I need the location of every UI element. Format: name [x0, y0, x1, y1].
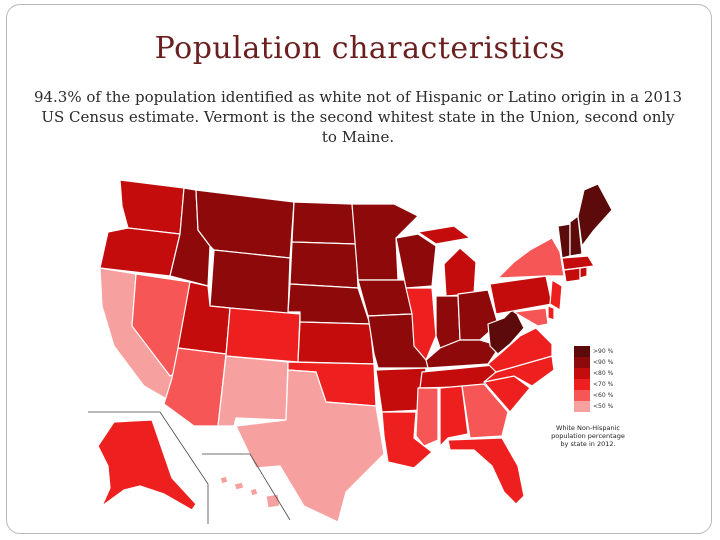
legend-swatch [574, 368, 590, 379]
legend-label: <60 % [593, 392, 614, 399]
legend-item: <90 % [574, 357, 613, 368]
legend-item: <80 % [574, 368, 613, 379]
state-nj [549, 279, 563, 311]
state-mi [443, 247, 477, 297]
legend-label: >90 % [593, 348, 614, 355]
legend-item: <70 % [574, 379, 613, 390]
state-la [381, 411, 433, 469]
legend-item: <50 % [574, 401, 613, 412]
state-ak [97, 419, 197, 511]
state-mt [195, 189, 295, 259]
state-fl [447, 437, 525, 505]
state-wv [487, 307, 525, 355]
map-legend: >90 % <90 % <80 % <70 % <60 % <50 % [574, 346, 613, 412]
state-in [435, 295, 461, 349]
state-mi-up [417, 225, 471, 245]
state-ga [461, 383, 509, 439]
legend-swatch [574, 357, 590, 368]
state-ny [497, 237, 565, 279]
alaska-inset-frame [88, 411, 209, 524]
state-ne [287, 283, 371, 325]
legend-label: <70 % [593, 381, 614, 388]
state-al [439, 385, 469, 447]
state-md [513, 307, 549, 327]
hawaii-inset-frame [202, 453, 291, 521]
state-az [163, 347, 227, 427]
state-nd [291, 201, 357, 245]
slide-subtitle: 94.3% of the population identified as wh… [33, 88, 683, 146]
legend-label: <50 % [593, 403, 614, 410]
legend-item: >90 % [574, 346, 613, 357]
state-wa [119, 179, 185, 235]
state-ms [415, 387, 439, 447]
legend-swatch [574, 401, 590, 412]
state-wy [209, 249, 291, 315]
state-de [547, 305, 555, 321]
state-va [487, 327, 553, 373]
slide-title: Population characteristics [154, 31, 566, 66]
state-ct [563, 267, 581, 283]
state-tx [235, 369, 385, 523]
legend-item: <60 % [574, 390, 613, 401]
legend-label: <80 % [593, 370, 614, 377]
state-ma [561, 255, 595, 271]
state-wi [395, 233, 437, 289]
state-me [577, 183, 613, 247]
state-ks [297, 321, 375, 365]
legend-label: <90 % [593, 359, 614, 366]
legend-swatch [574, 379, 590, 390]
legend-swatch [574, 390, 590, 401]
map-caption: White Non-Hispanic population percentage… [551, 424, 625, 448]
state-nm [217, 355, 289, 427]
state-co [225, 307, 301, 363]
legend-swatch [574, 346, 590, 357]
us-map [88, 179, 613, 524]
state-or [99, 227, 181, 277]
state-sd [289, 241, 359, 289]
state-hi [219, 475, 281, 509]
state-ri [579, 266, 588, 279]
state-ia [357, 279, 413, 317]
